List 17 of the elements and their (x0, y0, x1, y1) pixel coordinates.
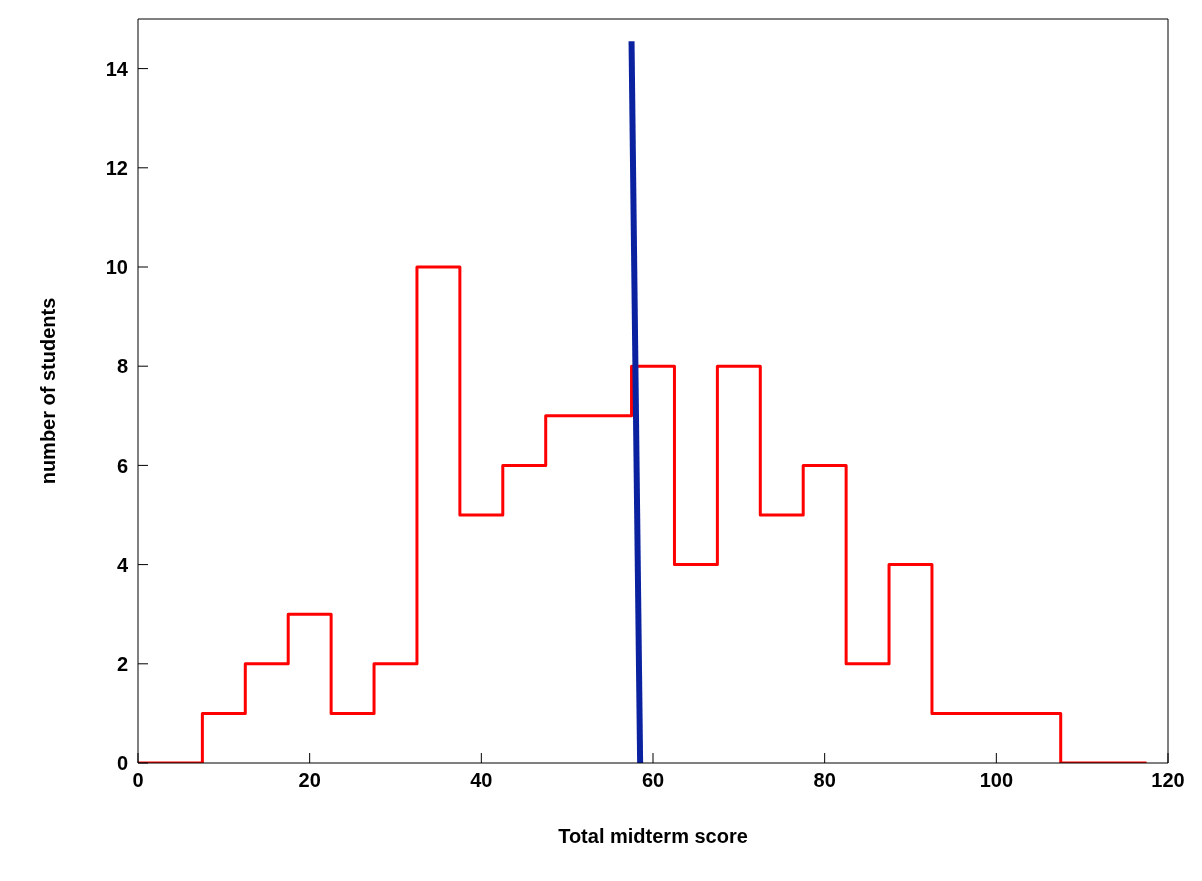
y-axis-title: number of students (37, 297, 60, 485)
x-tick-label: 100 (979, 769, 1014, 792)
x-tick-label: 120 (1151, 769, 1185, 792)
y-tick-label: 6 (116, 454, 128, 477)
x-tick-label: 60 (641, 769, 665, 792)
x-tick-label: 40 (470, 769, 493, 792)
y-tick-label: 10 (105, 256, 128, 279)
y-tick-label: 12 (105, 156, 128, 179)
y-tick-label: 2 (116, 652, 128, 675)
y-tick-label: 8 (116, 355, 128, 378)
x-tick-label: 80 (813, 769, 836, 792)
x-axis-title: Total midterm score (558, 825, 748, 847)
x-tick-label: 0 (132, 769, 144, 792)
x-tick-label: 20 (298, 769, 321, 792)
y-tick-label: 0 (116, 752, 128, 775)
y-tick-label: 14 (105, 57, 129, 80)
y-tick-label: 4 (116, 553, 129, 576)
